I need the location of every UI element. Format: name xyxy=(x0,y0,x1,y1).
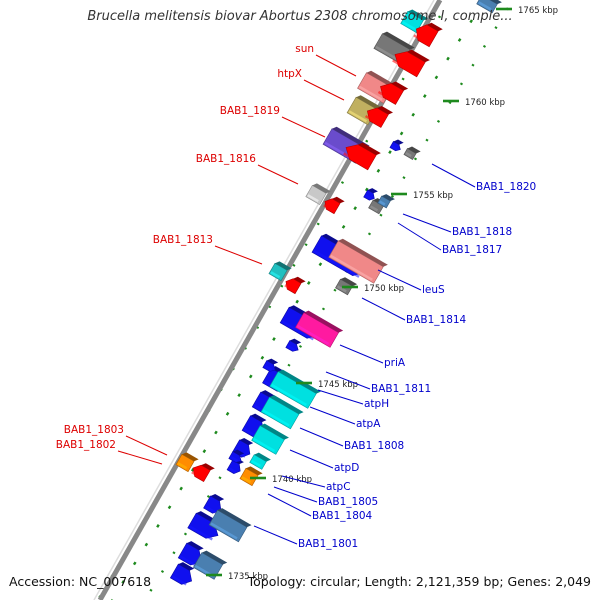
gene-blue-11[interactable] xyxy=(169,561,197,588)
reverse-gene-label[interactable]: BAB1_1804 xyxy=(312,510,373,522)
reverse-gene-label[interactable]: atpH xyxy=(364,398,389,410)
reverse-gene-label[interactable]: BAB1_1805 xyxy=(318,496,378,508)
gene-bab1-1818[interactable] xyxy=(377,193,395,210)
gene-blue-12[interactable] xyxy=(363,187,379,202)
reverse-leader-line xyxy=(317,389,364,405)
forward-gene-label[interactable]: BAB1_1803 xyxy=(64,424,124,436)
gene-gray-small[interactable] xyxy=(403,145,421,161)
reverse-leader-line xyxy=(377,269,422,291)
reverse-gene-label[interactable]: atpC xyxy=(326,481,351,493)
gene-blue-8[interactable] xyxy=(203,492,227,516)
gene-bab1-1803[interactable] xyxy=(175,451,199,473)
gene-red-3[interactable] xyxy=(376,76,409,106)
scale-tick-label: 1760 kbp xyxy=(465,98,505,108)
scale-tick-label: 1755 kbp xyxy=(413,191,453,201)
scale-tick-label: 1745 kbp xyxy=(318,380,358,390)
gene-pria[interactable] xyxy=(295,309,344,349)
gene-blue-small-3[interactable] xyxy=(228,448,245,464)
forward-gene-label[interactable]: BAB1_1816 xyxy=(196,153,257,165)
gene-red-2[interactable] xyxy=(391,44,430,79)
reverse-leader-line xyxy=(273,486,318,503)
forward-leader-line xyxy=(281,116,326,138)
gene-bab1-1802[interactable] xyxy=(190,459,215,483)
reverse-leader-line xyxy=(289,449,334,469)
reverse-gene-label[interactable]: BAB1_1820 xyxy=(476,181,536,193)
reverse-gene-label[interactable]: atpD xyxy=(334,462,359,474)
forward-gene-label[interactable]: BAB1_1802 xyxy=(56,439,116,451)
forward-gene-label[interactable]: sun xyxy=(295,43,314,55)
reverse-gene-label[interactable]: BAB1_1818 xyxy=(452,226,512,238)
gene-blue-small-2[interactable] xyxy=(262,357,279,373)
accession-label: Accession: NC_007618 xyxy=(9,574,152,589)
scale-tick-label: 1765 kbp xyxy=(518,6,558,16)
reverse-leader-line xyxy=(402,213,452,233)
reverse-gene-label[interactable]: BAB1_1817 xyxy=(442,244,502,256)
forward-leader-line xyxy=(125,435,168,456)
reverse-leader-line xyxy=(299,427,344,447)
gene-bab1-1816[interactable] xyxy=(305,182,331,206)
gene-cyan-top[interactable] xyxy=(400,8,428,34)
forward-gene-label[interactable]: BAB1_1813 xyxy=(153,234,213,246)
genome-summary: Topology: circular; Length: 2,121,359 bp… xyxy=(247,574,591,589)
gene-red-1[interactable] xyxy=(412,18,443,49)
forward-gene-label[interactable]: BAB1_1819 xyxy=(220,105,280,117)
gene-cyan-small[interactable] xyxy=(249,451,271,471)
gene-leus[interactable] xyxy=(328,237,388,284)
gene-bab1-1801[interactable] xyxy=(208,507,252,544)
gene-atph[interactable] xyxy=(269,368,321,410)
gene-atpd[interactable] xyxy=(251,422,289,456)
gene-red-7[interactable] xyxy=(283,273,306,295)
reverse-leader-line xyxy=(309,406,356,425)
reverse-leader-line xyxy=(267,493,312,517)
reverse-gene-label[interactable]: BAB1_1814 xyxy=(406,314,467,326)
gene-red-5[interactable] xyxy=(342,137,381,172)
scale-tick-label: 1735 kbp xyxy=(228,572,268,582)
reverse-gene-label[interactable]: leuS xyxy=(422,284,445,296)
reverse-leader-line xyxy=(253,525,298,545)
forward-leader-line xyxy=(303,79,345,101)
reverse-gene-label[interactable]: BAB1_1801 xyxy=(298,538,358,550)
reverse-leader-line xyxy=(431,163,476,188)
scale-tick-label: 1750 kbp xyxy=(364,284,404,294)
gene-red-6[interactable] xyxy=(322,193,345,215)
reverse-gene-label[interactable]: priA xyxy=(384,357,406,369)
scale-tick-label: 1740 kbp xyxy=(272,475,312,485)
gene-atpc[interactable] xyxy=(239,465,263,487)
reverse-gene-label[interactable]: BAB1_1811 xyxy=(371,383,431,395)
gene-bab1-1820[interactable] xyxy=(389,138,404,153)
reverse-gene-label[interactable]: atpA xyxy=(356,418,381,430)
reverse-leader-line xyxy=(361,297,406,321)
gene-steelblue-top[interactable] xyxy=(476,0,502,14)
reverse-gene-label[interactable]: BAB1_1808 xyxy=(344,440,404,452)
gene-bab1-1813[interactable] xyxy=(268,260,292,282)
forward-leader-line xyxy=(214,245,263,265)
reverse-leader-line xyxy=(339,344,384,364)
reverse-leader-line xyxy=(397,222,442,251)
reverse-leader-line xyxy=(325,371,371,390)
gene-blue-10[interactable] xyxy=(177,540,208,569)
forward-leader-line xyxy=(257,164,299,185)
gene-atpa[interactable] xyxy=(260,394,304,431)
gene-red-4[interactable] xyxy=(364,101,394,129)
forward-leader-line xyxy=(315,54,357,77)
map-title: Brucella melitensis biovar Abortus 2308 … xyxy=(87,9,513,24)
forward-leader-line xyxy=(117,450,163,465)
forward-gene-label[interactable]: htpX xyxy=(277,68,302,80)
reverse-leader-line xyxy=(281,475,326,488)
gene-blue-small[interactable] xyxy=(285,337,302,353)
